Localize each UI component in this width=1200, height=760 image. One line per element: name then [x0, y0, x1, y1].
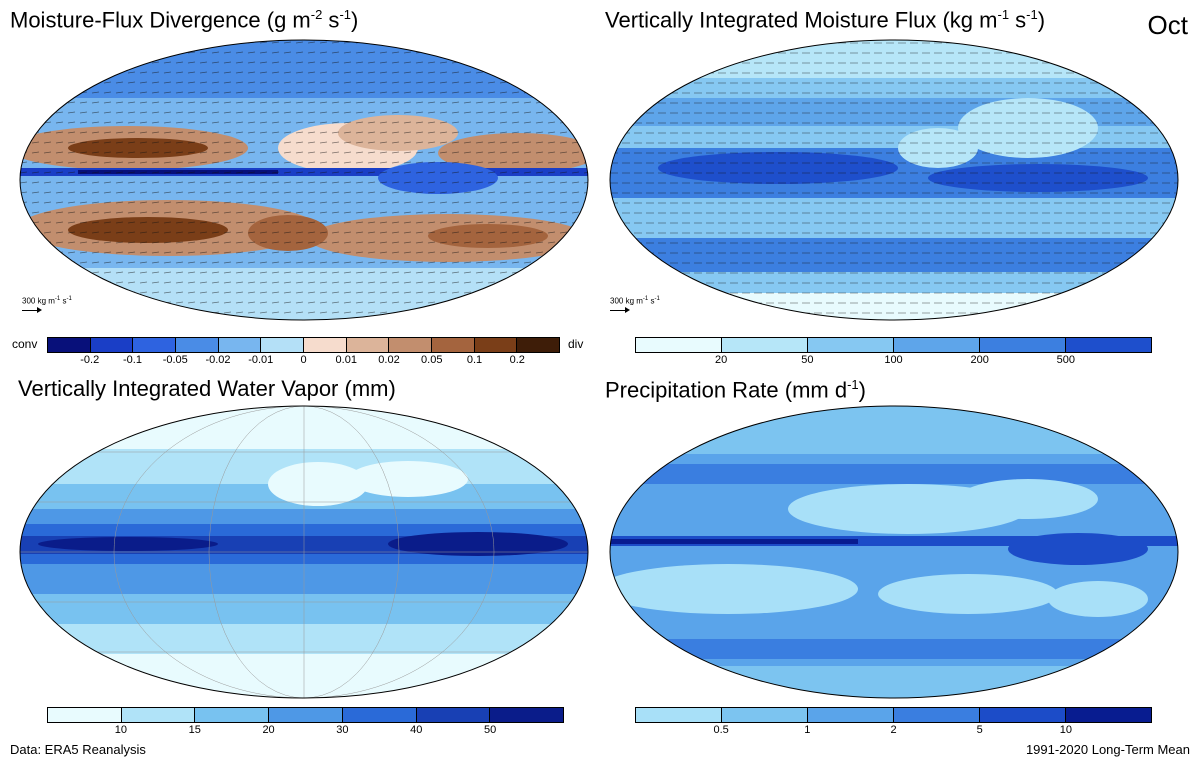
month-label: Oct: [1147, 10, 1188, 40]
colorbar-swatch: [176, 338, 219, 352]
colorbar-swatch: [48, 708, 122, 722]
colorbar-swatch: [1066, 708, 1151, 722]
flux-reference-vector: 300 kg m-1 s-1: [610, 296, 660, 313]
colorbar-tick-label: -0.01: [248, 354, 274, 366]
divergence-conv-label: conv: [12, 337, 38, 351]
colorbar-swatch: [346, 338, 390, 352]
colorbar-swatch: [980, 708, 1066, 722]
colorbar-swatch: [133, 338, 177, 352]
colorbar-swatch: [90, 338, 134, 352]
colorbar-tick-label: 15: [188, 724, 201, 736]
colorbar-swatch: [195, 708, 270, 722]
colorbar-tick-label: -0.1: [123, 354, 142, 366]
colorbar-tick-label: 10: [1059, 724, 1072, 736]
flux-map: [609, 39, 1179, 321]
colorbar-swatch: [261, 338, 305, 352]
colorbar-swatch: [894, 338, 980, 352]
colorbar-tick-label: 30: [336, 724, 349, 736]
colorbar-swatch: [48, 338, 91, 352]
colorbar-tick-label: 500: [1056, 354, 1076, 366]
divergence-map: [19, 39, 589, 321]
colorbar-swatch: [636, 708, 722, 722]
colorbar-swatch: [808, 708, 894, 722]
divergence-colorbar-ticks: -0.2 -0.1 -0.05 -0.02 -0.01 0 0.01 0.02 0.05 0.1 0…: [47, 354, 560, 368]
colorbar-swatch: [636, 338, 722, 352]
precip-map: [609, 405, 1179, 699]
colorbar-tick-label: 2: [890, 724, 897, 736]
divergence-colorbar: [47, 337, 560, 353]
colorbar-swatch: [722, 708, 808, 722]
colorbar-tick-label: -0.2: [80, 354, 100, 366]
colorbar-tick-label: -0.02: [205, 354, 231, 366]
colorbar-tick-label: 20: [262, 724, 275, 736]
colorbar-tick-label: 0.1: [466, 354, 483, 366]
water-vapor-map: [19, 405, 589, 699]
colorbar-swatch: [894, 708, 980, 722]
colorbar-tick-label: 0.5: [713, 724, 729, 736]
colorbar-tick-label: 10: [114, 724, 127, 736]
colorbar-swatch: [808, 338, 894, 352]
colorbar-tick-label: 200: [970, 354, 989, 366]
colorbar-tick-label: -0.05: [162, 354, 188, 366]
colorbar-tick-label: 20: [715, 354, 728, 366]
colorbar-swatch: [980, 338, 1066, 352]
colorbar-swatch: [416, 708, 491, 722]
colorbar-tick-label: 50: [801, 354, 814, 366]
precip-colorbar: [635, 707, 1152, 723]
water-vapor-colorbar-ticks: 10 15 20 30 40 50: [47, 724, 564, 738]
colorbar-swatch: [490, 708, 564, 722]
data-source-label: Data: ERA5 Reanalysis: [10, 742, 146, 757]
colorbar-tick-label: 1: [804, 724, 811, 736]
colorbar-swatch: [1066, 338, 1151, 352]
colorbar-swatch: [121, 708, 196, 722]
colorbar-swatch: [218, 338, 262, 352]
divergence-reference-vector: 300 kg m-1 s-1: [22, 296, 72, 313]
colorbar-tick-label: 0.2: [509, 354, 525, 366]
colorbar-tick-label: 0: [300, 354, 307, 366]
colorbar-tick-label: 50: [484, 724, 497, 736]
colorbar-tick-label: 0.01: [335, 354, 357, 366]
colorbar-swatch: [474, 338, 518, 352]
precip-title: Precipitation Rate (mm d-1): [605, 377, 866, 403]
colorbar-tick-label: 0.05: [421, 354, 443, 366]
colorbar-tick-label: 40: [410, 724, 423, 736]
water-vapor-colorbar: [47, 707, 564, 723]
colorbar-tick-label: 5: [976, 724, 983, 736]
colorbar-tick-label: 0.02: [378, 354, 400, 366]
colorbar-swatch: [304, 338, 347, 352]
water-vapor-title: Vertically Integrated Water Vapor (mm): [18, 376, 396, 401]
colorbar-tick-label: 100: [884, 354, 903, 366]
reference-arrow-icon: [610, 307, 630, 313]
flux-colorbar: [635, 337, 1152, 353]
flux-colorbar-ticks: 20 50 100 200 500: [635, 354, 1152, 368]
colorbar-swatch: [517, 338, 560, 352]
reference-arrow-icon: [22, 307, 42, 313]
colorbar-swatch: [432, 338, 475, 352]
divergence-title: Moisture-Flux Divergence (g m-2 s-1): [10, 7, 359, 33]
colorbar-swatch: [722, 338, 808, 352]
colorbar-swatch: [389, 338, 433, 352]
colorbar-swatch: [269, 708, 343, 722]
precip-colorbar-ticks: 0.5 1 2 5 10: [635, 724, 1152, 738]
period-label: 1991-2020 Long-Term Mean: [1025, 742, 1190, 757]
divergence-div-label: div: [568, 337, 584, 351]
colorbar-swatch: [342, 708, 417, 722]
flux-title: Vertically Integrated Moisture Flux (kg …: [605, 7, 1046, 33]
